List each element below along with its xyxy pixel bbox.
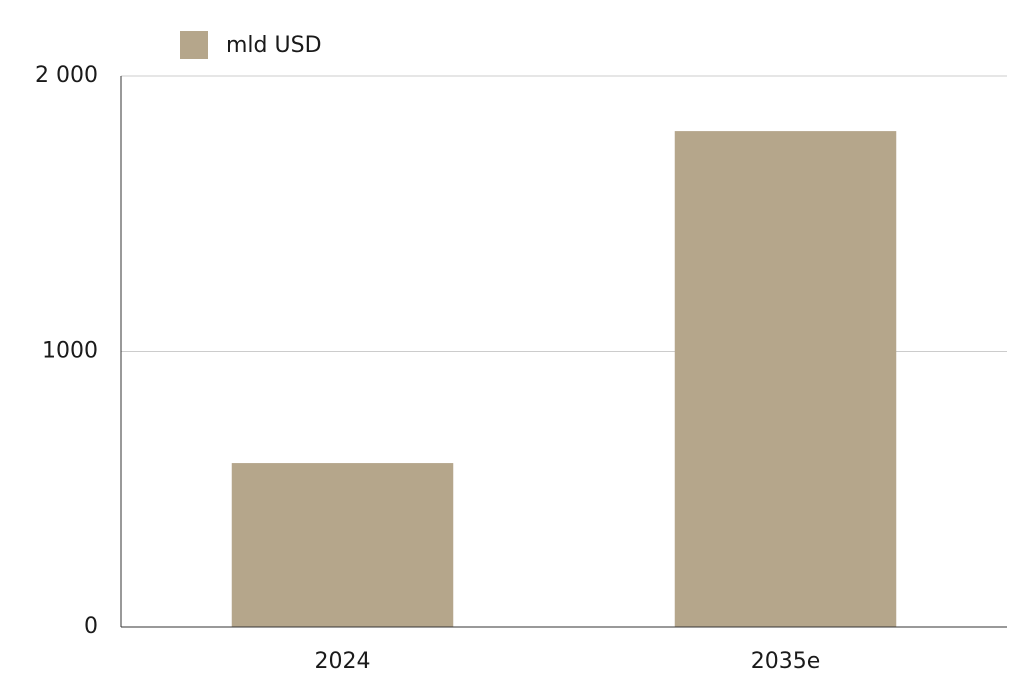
y-tick-label: 2 000 bbox=[35, 63, 98, 88]
y-tick-label: 0 bbox=[84, 614, 98, 639]
legend-label: mld USD bbox=[226, 33, 322, 58]
x-tick-label: 2035e bbox=[751, 649, 821, 674]
legend-swatch bbox=[180, 31, 208, 59]
x-tick-label: 2024 bbox=[315, 649, 371, 674]
bar bbox=[231, 463, 454, 627]
y-tick-label: 1000 bbox=[42, 339, 98, 364]
bar bbox=[674, 131, 897, 627]
